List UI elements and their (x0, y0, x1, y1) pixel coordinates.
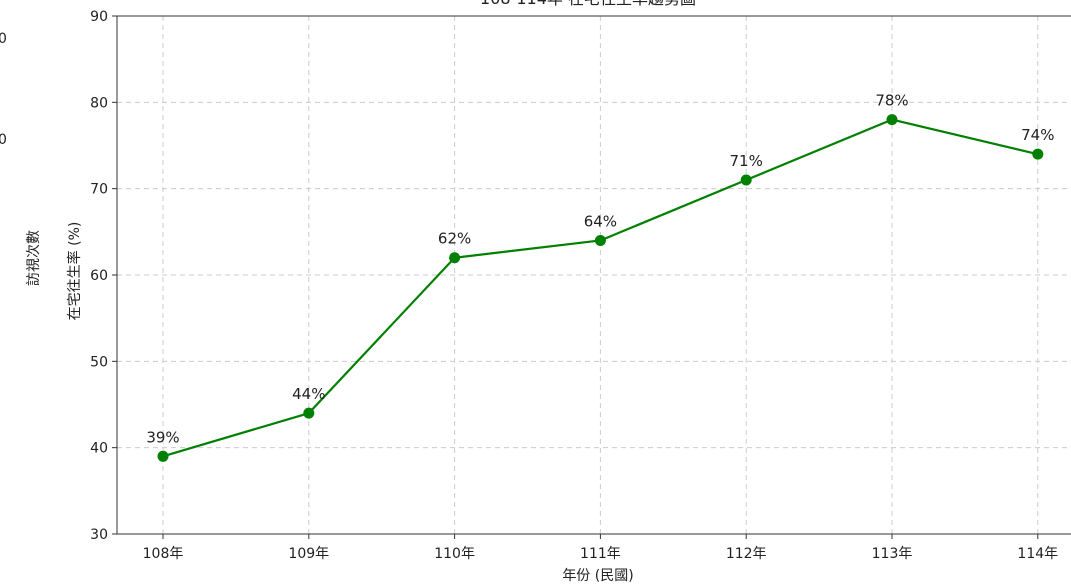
y-tick-label: 40 (90, 441, 108, 457)
y-tick-label: 80 (90, 95, 108, 111)
y-tick-label: 70 (90, 182, 108, 198)
x-tick-label: 110年 (434, 546, 475, 562)
grid-lines (117, 15, 1071, 535)
y-tick-label: 60 (90, 268, 108, 284)
x-tick-label: 112年 (726, 546, 767, 562)
secondary-tick-label: 0 (0, 31, 7, 47)
x-tick-label: 114年 (1017, 546, 1058, 562)
data-label: 64% (584, 212, 617, 230)
x-axis-title: 年份 (民國) (562, 568, 633, 584)
data-label: 39% (146, 428, 179, 446)
y-axis-title: 在宅往生率 (%) (66, 222, 83, 321)
data-label: 44% (292, 385, 325, 403)
tick-labels: 30 40 50 60 70 80 90 108年 109年 110年 111年 112年 113年 11… (90, 9, 1058, 562)
data-point (449, 252, 461, 264)
data-point (594, 234, 606, 246)
data-point (303, 407, 315, 419)
x-tick-label: 109年 (288, 546, 329, 562)
data-point (157, 450, 169, 462)
data-label: 71% (730, 152, 763, 170)
x-tick-label: 113年 (872, 546, 913, 562)
data-label: 78% (875, 92, 908, 110)
data-point (740, 174, 752, 186)
x-tick-label: 111年 (580, 546, 621, 562)
data-labels: 39% 44% 62% 64% 71% 78% 74% (146, 92, 1054, 447)
data-label: 62% (438, 230, 471, 248)
axes (112, 15, 1071, 539)
y-tick-label: 50 (90, 354, 108, 370)
secondary-y-axis-title: 訪視次數 (26, 230, 42, 286)
data-point (1032, 148, 1044, 160)
x-tick-label: 108年 (143, 546, 184, 562)
y-tick-label: 30 (90, 527, 108, 543)
secondary-tick-label: 0 (0, 132, 7, 148)
data-label: 74% (1021, 126, 1054, 144)
data-point (886, 114, 898, 126)
y-tick-label: 90 (90, 9, 108, 25)
series-line (157, 114, 1044, 462)
chart-title: 108-114年 在宅往生率趨勢圖 (480, 0, 696, 8)
